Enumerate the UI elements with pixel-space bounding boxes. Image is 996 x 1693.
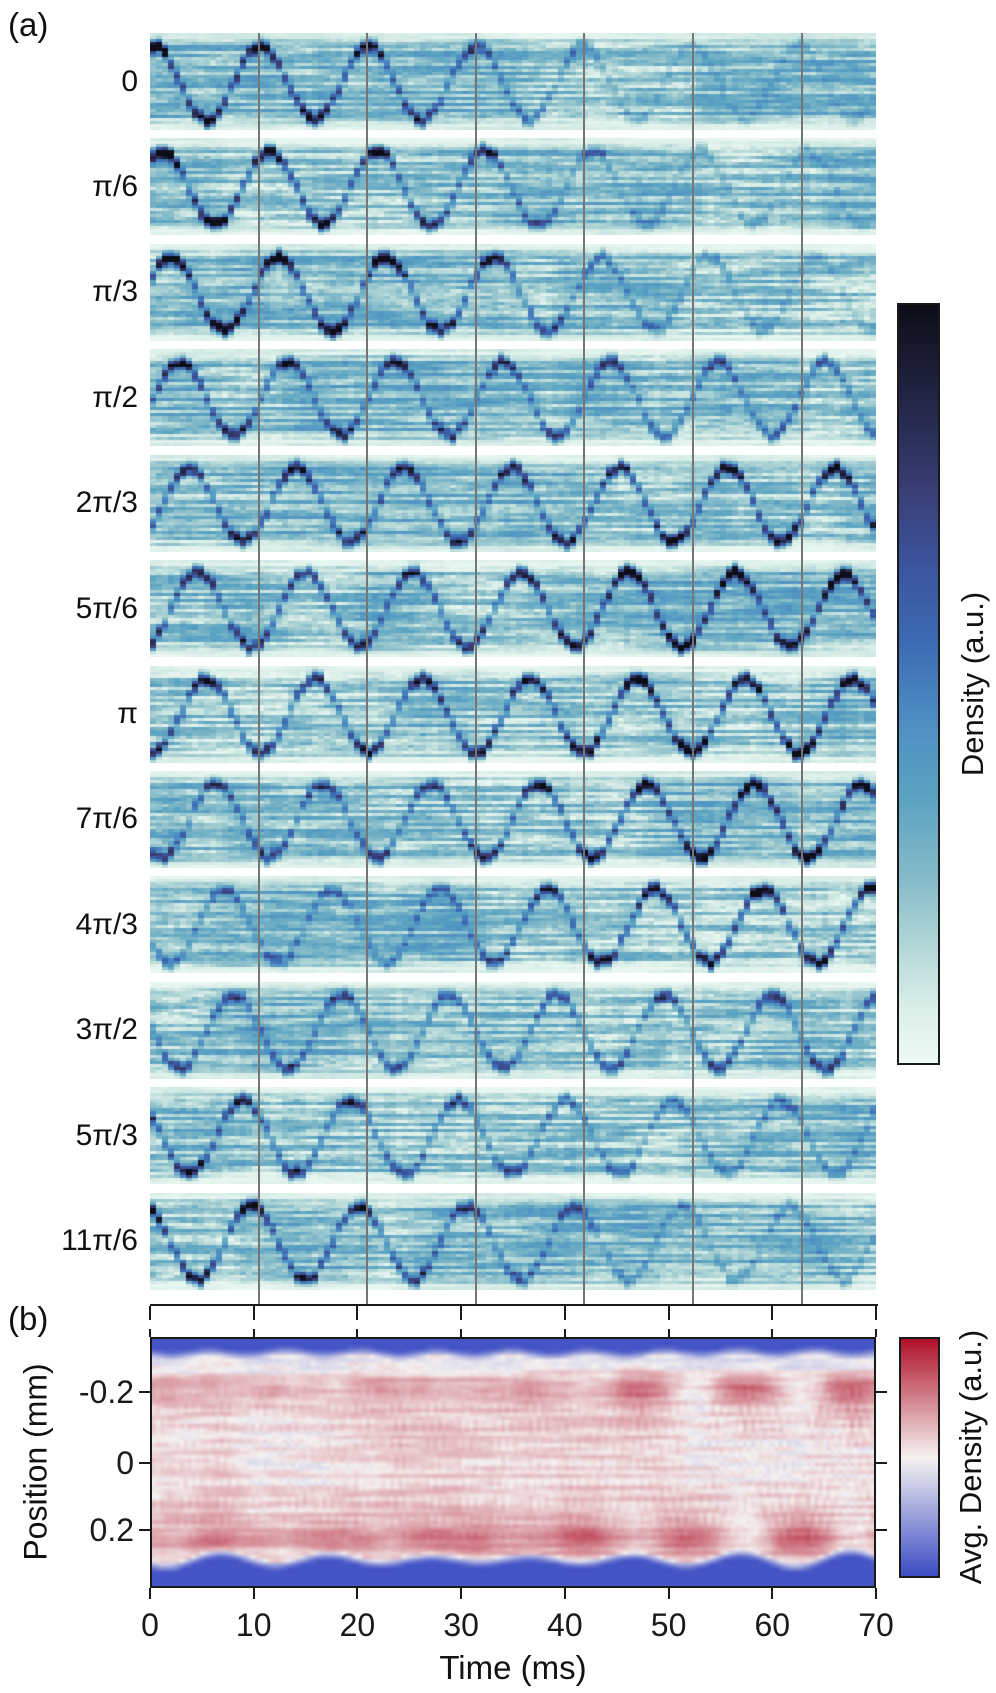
phase-row-heatmap — [150, 876, 876, 974]
period-gridline — [583, 33, 586, 1304]
phase-row-heatmap — [150, 454, 876, 552]
panel-b-xtick-top — [252, 1329, 255, 1337]
phase-row-label: 2π/3 — [75, 486, 138, 520]
y-tick-label: -0.2 — [78, 1374, 134, 1411]
x-tick-label: 10 — [235, 1607, 272, 1643]
panel-a-heatmap-stack: 0 π/6 π/3 π/2 2π/3 5π/6 π 7π/6 4π/3 3π/2 5π/3 11π/6 — [61, 33, 876, 1304]
x-tick-label: 70 — [858, 1607, 894, 1643]
phase-row-label: 5π/3 — [75, 1118, 138, 1152]
panel-b-xtick-top — [771, 1329, 774, 1337]
x-tick-label: 50 — [650, 1607, 687, 1643]
panel-b-xtick-top — [563, 1329, 566, 1337]
phase-row-label: 7π/6 — [75, 802, 138, 836]
x-tick-label: 30 — [443, 1607, 479, 1643]
panel-b-xtick — [667, 1588, 670, 1599]
phase-row-heatmap — [150, 243, 876, 341]
phase-row-label: π/6 — [92, 169, 138, 203]
panel-a-axis-line — [150, 1304, 878, 1306]
panel-a-axis-tick — [356, 1306, 359, 1320]
panel-b-xtick-top — [460, 1329, 463, 1337]
panel-b-label: (b) — [8, 1300, 49, 1337]
panel-b-xtick-top — [356, 1329, 359, 1337]
panel-a-colorbar — [897, 303, 940, 1065]
panel-b-colorbar — [899, 1337, 940, 1578]
panel-b-xtick — [149, 1588, 151, 1599]
panel-b-ytick-right — [876, 1461, 887, 1464]
phase-row-label: π/3 — [92, 275, 138, 309]
panel-a-axis-tick — [667, 1306, 670, 1320]
phase-row-label: 3π/2 — [75, 1013, 138, 1047]
y-tick-label: 0 — [116, 1444, 134, 1481]
phase-row-heatmap — [150, 138, 876, 236]
panel-a-colorbar-label: Density (a.u.) — [955, 591, 990, 777]
phase-row-heatmap — [150, 1192, 876, 1290]
period-gridline — [800, 33, 803, 1304]
panel-b-xtick — [356, 1588, 359, 1599]
panel-b-xtick-top — [149, 1329, 151, 1337]
phase-row-label: π/2 — [92, 380, 138, 414]
panel-a-label: (a) — [8, 6, 49, 43]
panel-a-axis-tick — [149, 1306, 151, 1320]
panel-b-xtick — [460, 1588, 463, 1599]
phase-row-label: π — [117, 697, 138, 731]
phase-row-heatmap — [150, 33, 876, 130]
panel-b-ytick — [139, 1529, 150, 1532]
panel-b-xtick-top — [875, 1329, 877, 1337]
x-tick-label: 20 — [339, 1607, 376, 1643]
phase-row-heatmap — [150, 1087, 876, 1185]
phase-row-label: 5π/6 — [75, 591, 138, 625]
panel-b-xtick — [771, 1588, 774, 1599]
panel-b-ytick — [139, 1391, 150, 1394]
panel-b-ytick-right — [876, 1529, 887, 1532]
period-gridline — [692, 33, 695, 1304]
phase-row-label: 0 — [121, 64, 138, 98]
panel-b-heatmap — [150, 1337, 876, 1588]
phase-row-heatmap — [150, 981, 876, 1079]
x-tick-label: 60 — [754, 1607, 791, 1643]
panel-a-axis-tick — [460, 1306, 463, 1320]
x-tick-label: 0 — [141, 1607, 159, 1643]
panel-b-xtick — [563, 1588, 566, 1599]
period-gridline — [474, 33, 477, 1304]
panel-b-xtick — [252, 1588, 255, 1599]
panel-a-axis-tick — [875, 1306, 877, 1320]
panel-b-ylabel: Position (mm) — [17, 1363, 54, 1561]
panel-b-xtick-top — [667, 1329, 670, 1337]
panel-b-ytick-right — [876, 1391, 887, 1394]
phase-row-heatmap — [150, 770, 876, 868]
panel-b-xtick — [875, 1588, 877, 1599]
panel-a-axis-tick — [563, 1306, 566, 1320]
panel-a-axis-tick — [252, 1306, 255, 1320]
period-gridline — [366, 33, 369, 1304]
phase-row-heatmap — [150, 349, 876, 447]
panel-a-axis-tick — [771, 1306, 774, 1320]
y-tick-label: 0.2 — [89, 1512, 134, 1549]
phase-row-heatmap — [150, 665, 876, 763]
period-gridline — [257, 33, 260, 1304]
panel-b-heatmap-canvas — [152, 1339, 874, 1586]
phase-row-label: 4π/3 — [75, 907, 138, 941]
phase-row-heatmap — [150, 560, 876, 658]
panel-b-colorbar-label: Avg. Density (a.u.) — [953, 1329, 988, 1585]
panel-b-xlabel: Time (ms) — [439, 1649, 587, 1686]
phase-row-label: 11π/6 — [61, 1224, 138, 1258]
panel-b-ytick — [139, 1461, 150, 1464]
x-tick-label: 40 — [547, 1607, 583, 1643]
